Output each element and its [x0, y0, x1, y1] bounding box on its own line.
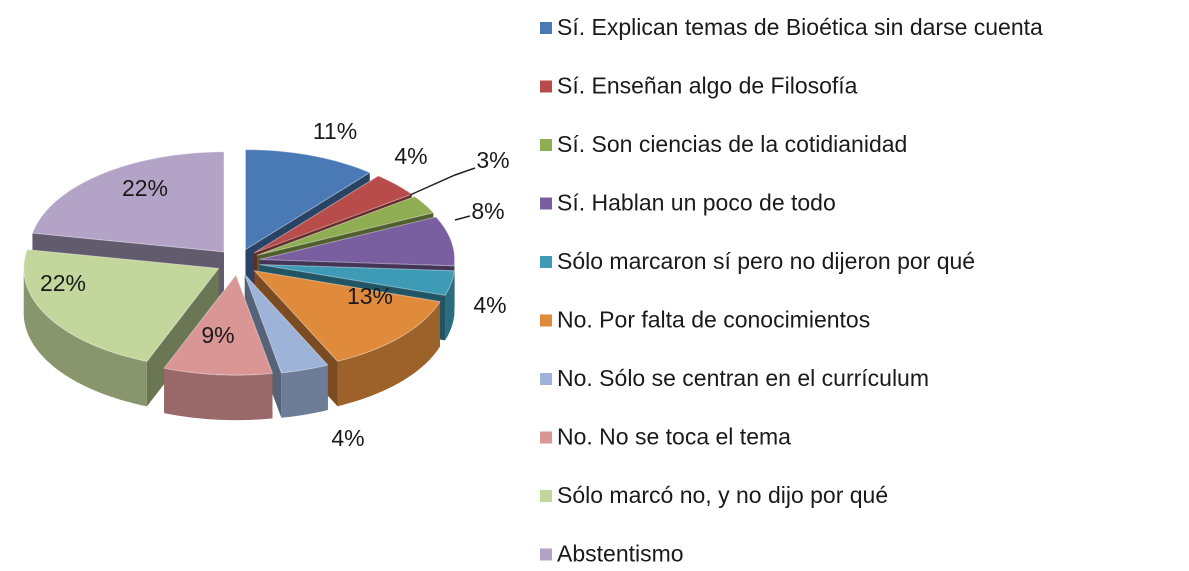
legend-swatch — [540, 22, 552, 34]
data-label: 13% — [347, 283, 393, 309]
legend-swatch — [540, 373, 552, 385]
data-label: 4% — [394, 143, 427, 169]
data-label: 4% — [473, 292, 506, 318]
legend-label: No. Por falta de conocimientos — [557, 307, 870, 333]
leader-line — [455, 216, 470, 220]
legend-label: Sí. Hablan un poco de todo — [557, 190, 836, 216]
data-label: 4% — [331, 425, 364, 451]
data-label: 11% — [313, 118, 357, 144]
legend-label: Sólo marcaron sí pero no dijeron por qué — [557, 248, 975, 274]
legend-swatch — [540, 432, 552, 444]
legend-swatch — [540, 81, 552, 93]
legend-label: Sí. Explican temas de Bioética sin darse… — [557, 14, 1043, 40]
leader-line — [410, 168, 475, 195]
data-label: 8% — [471, 198, 504, 224]
data-label: 9% — [201, 322, 234, 348]
slice-side — [281, 365, 327, 418]
data-label: 22% — [122, 175, 168, 201]
legend-swatch — [540, 139, 552, 151]
legend-label: Sólo marcó no, y no dijo por qué — [557, 482, 888, 508]
legend-label: No. No se toca el tema — [557, 424, 791, 450]
legend-swatch — [540, 198, 552, 210]
legend-label: No. Sólo se centran en el currículum — [557, 365, 929, 391]
legend-swatch — [540, 549, 552, 561]
data-label: 22% — [40, 270, 86, 296]
legend-swatch — [540, 490, 552, 502]
data-label: 3% — [476, 147, 509, 173]
legend-label: Sí. Enseñan algo de Filosofía — [557, 73, 858, 99]
legend-swatch — [540, 315, 552, 327]
legend-label: Sí. Son ciencias de la cotidianidad — [557, 131, 907, 157]
legend-swatch — [540, 256, 552, 268]
slice-side — [164, 368, 272, 420]
legend-label: Abstentismo — [557, 541, 684, 566]
